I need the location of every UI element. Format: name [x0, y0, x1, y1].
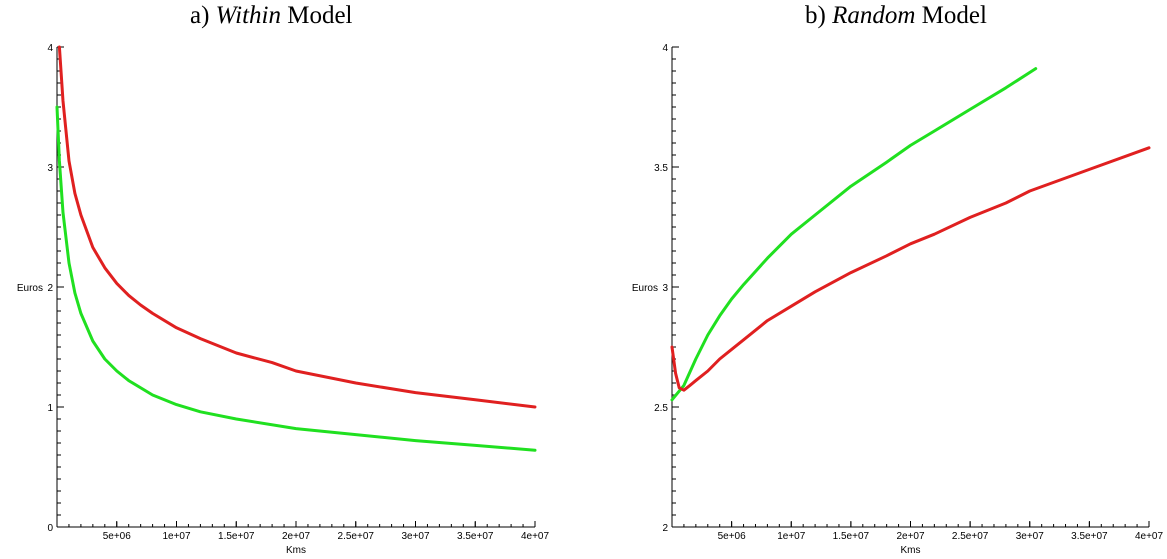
panel-label: a)	[190, 2, 210, 29]
y-axis-label: Euros	[632, 283, 658, 294]
title-rest: Model	[921, 2, 987, 29]
y-tick-label: 3	[662, 283, 668, 294]
x-tick-label: 3e+07	[1016, 531, 1045, 542]
y-tick-label: 1	[47, 403, 53, 414]
title-italic: Within	[215, 2, 281, 29]
chart-title-within: a) Within Model	[190, 2, 353, 30]
series-line-0	[57, 45, 537, 409]
x-tick-label: 3.5e+07	[457, 531, 494, 542]
x-tick-label: 1.5e+07	[833, 531, 870, 542]
panel-label: b)	[805, 2, 826, 29]
y-tick-label: 4	[662, 43, 668, 54]
x-tick-label: 4e+07	[1135, 531, 1164, 542]
x-tick-label: 3e+07	[401, 531, 430, 542]
series-line-1	[670, 146, 1151, 392]
y-tick-label: 3.5	[654, 163, 668, 174]
series-line-1	[55, 105, 537, 452]
x-tick-label: 2.5e+07	[952, 531, 989, 542]
series-line-0	[670, 67, 1038, 402]
x-tick-label: 5e+06	[103, 531, 132, 542]
chart-panel-random: b) Random Model 5e+06 1e+07 1.5e+07 2e+07 2.…	[600, 0, 1167, 559]
title-italic: Random	[832, 2, 916, 29]
x-tick-label: 2e+07	[282, 531, 311, 542]
chart-title-random: b) Random Model	[805, 2, 987, 30]
y-tick-label: 0	[47, 523, 53, 534]
x-tick-label: 3.5e+07	[1071, 531, 1108, 542]
chart-within-plot: 5e+06 1e+07 1.5e+07 2e+07 2.5e+07 3e+07 3.5e+0…	[17, 43, 550, 556]
y-tick-label: 2	[47, 283, 53, 294]
x-tick-label: 1e+07	[777, 531, 806, 542]
chart-panel-within: a) Within Model 5e+06 1e+07 1.5e+07 2e+07 2.…	[0, 0, 560, 559]
y-axis-label: Euros	[17, 283, 43, 294]
chart-random-plot: 5e+06 1e+07 1.5e+07 2e+07 2.5e+07 3e+07 3.5e+0…	[632, 43, 1164, 556]
y-tick-label: 2	[662, 523, 668, 534]
x-tick-label: 2.5e+07	[338, 531, 375, 542]
x-tick-label: 5e+06	[718, 531, 747, 542]
x-axis-label: Kms	[286, 545, 306, 556]
x-axis-label: Kms	[901, 545, 921, 556]
x-tick-label: 2e+07	[896, 531, 925, 542]
x-tick-label: 1e+07	[162, 531, 191, 542]
y-tick-label: 2.5	[654, 403, 668, 414]
x-tick-label: 4e+07	[521, 531, 550, 542]
x-tick-label: 1.5e+07	[218, 531, 255, 542]
y-tick-label: 3	[47, 163, 53, 174]
title-rest: Model	[287, 2, 353, 29]
y-tick-label: 4	[47, 43, 53, 54]
